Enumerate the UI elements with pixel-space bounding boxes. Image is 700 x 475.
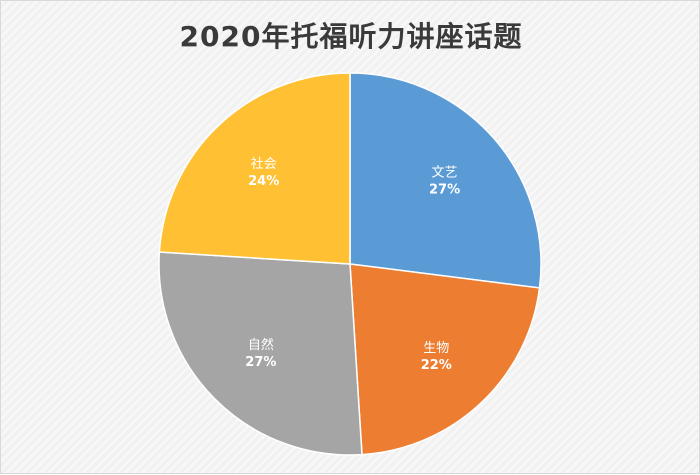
pie-slice-2: [158, 251, 363, 456]
slice-category-label: 社会: [251, 156, 277, 172]
slice-percent-label: 27%: [245, 355, 276, 370]
slice-percent-label: 27%: [429, 183, 460, 198]
slice-category-label: 文艺: [432, 166, 458, 181]
pie-slice-3: [158, 72, 351, 265]
pie-slice-0: [349, 72, 542, 289]
slice-percent-label: 24%: [248, 174, 279, 189]
pie-slice-1: [349, 263, 541, 456]
chart-title: 2020年托福听力讲座话题: [179, 20, 523, 53]
slice-category-label: 生物: [423, 341, 449, 356]
slice-category-label: 自然: [248, 337, 274, 353]
slice-percent-label: 22%: [421, 358, 452, 373]
